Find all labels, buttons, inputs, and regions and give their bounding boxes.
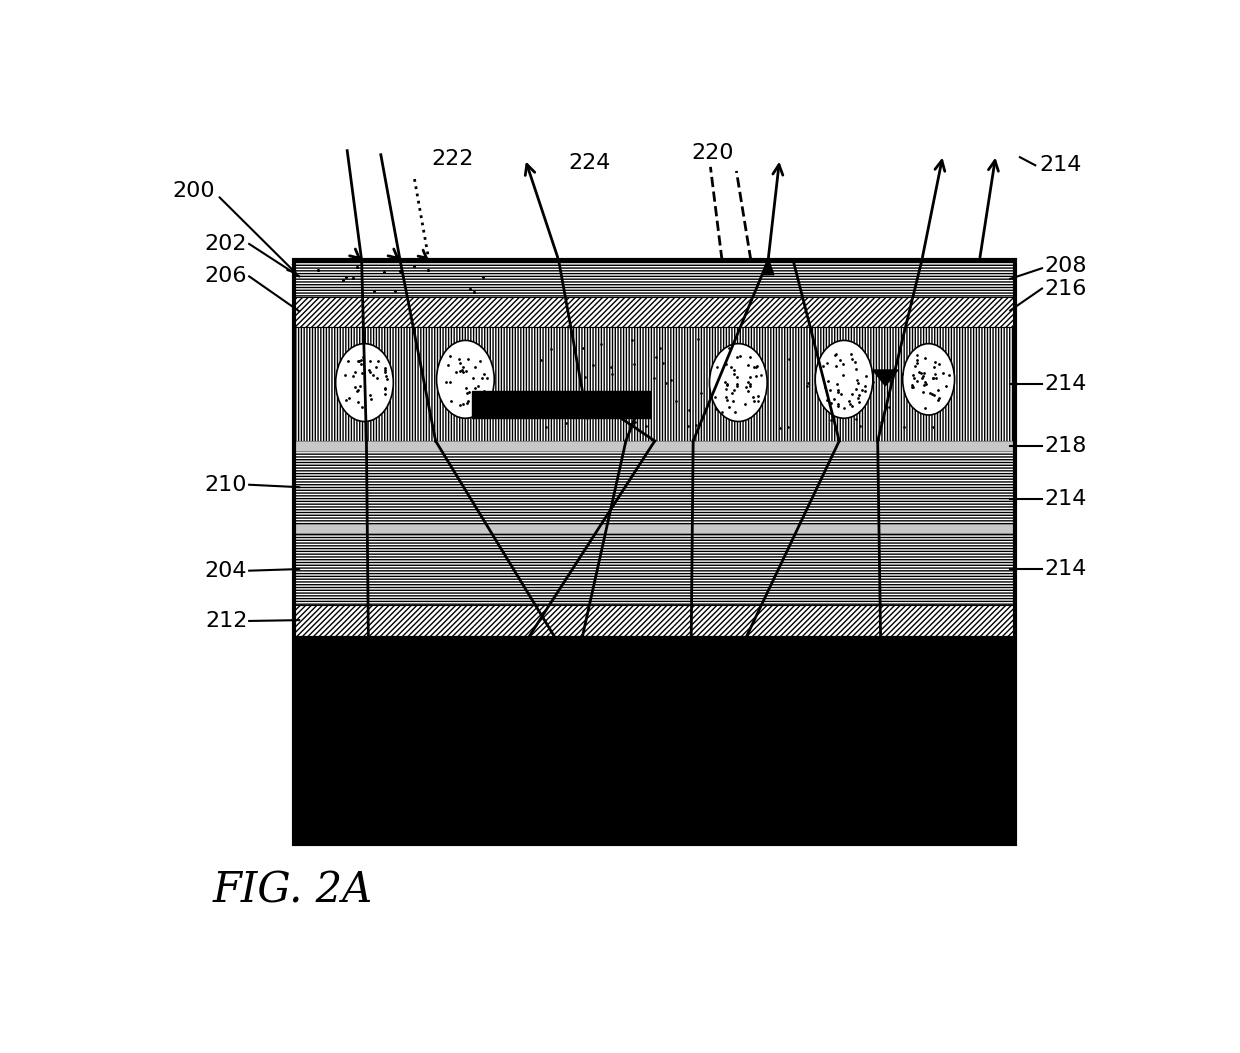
Text: 214: 214 [1044, 490, 1086, 510]
Text: 208: 208 [1044, 256, 1086, 276]
Text: 212: 212 [205, 611, 247, 631]
Polygon shape [763, 259, 774, 275]
Text: 224: 224 [568, 153, 610, 173]
Ellipse shape [436, 340, 495, 418]
Text: FIG. 2A: FIG. 2A [213, 869, 373, 911]
Bar [294, 441, 1016, 451]
Ellipse shape [336, 343, 393, 421]
Bar [294, 260, 1016, 843]
Bar [294, 451, 1016, 523]
Text: 210: 210 [205, 475, 247, 495]
Text: 218: 218 [1044, 436, 1086, 456]
Bar [294, 523, 1016, 534]
Bar [294, 260, 1016, 297]
Ellipse shape [815, 340, 873, 418]
Text: 214: 214 [1044, 559, 1086, 579]
Text: 214: 214 [1039, 155, 1081, 175]
Text: 222: 222 [432, 148, 474, 168]
Bar [472, 392, 650, 418]
Bar [294, 297, 1016, 327]
Bar [294, 534, 1016, 604]
Bar [294, 636, 1016, 843]
Text: 214: 214 [1044, 374, 1086, 394]
Text: 204: 204 [205, 560, 247, 580]
Text: 200: 200 [172, 181, 215, 201]
Text: 202: 202 [205, 234, 247, 254]
Ellipse shape [903, 343, 955, 415]
Polygon shape [873, 370, 898, 385]
Text: 220: 220 [691, 143, 734, 163]
Ellipse shape [709, 343, 768, 421]
Text: 216: 216 [1044, 279, 1086, 298]
Text: 206: 206 [205, 266, 247, 286]
Bar [294, 327, 1016, 441]
Bar [294, 604, 1016, 636]
